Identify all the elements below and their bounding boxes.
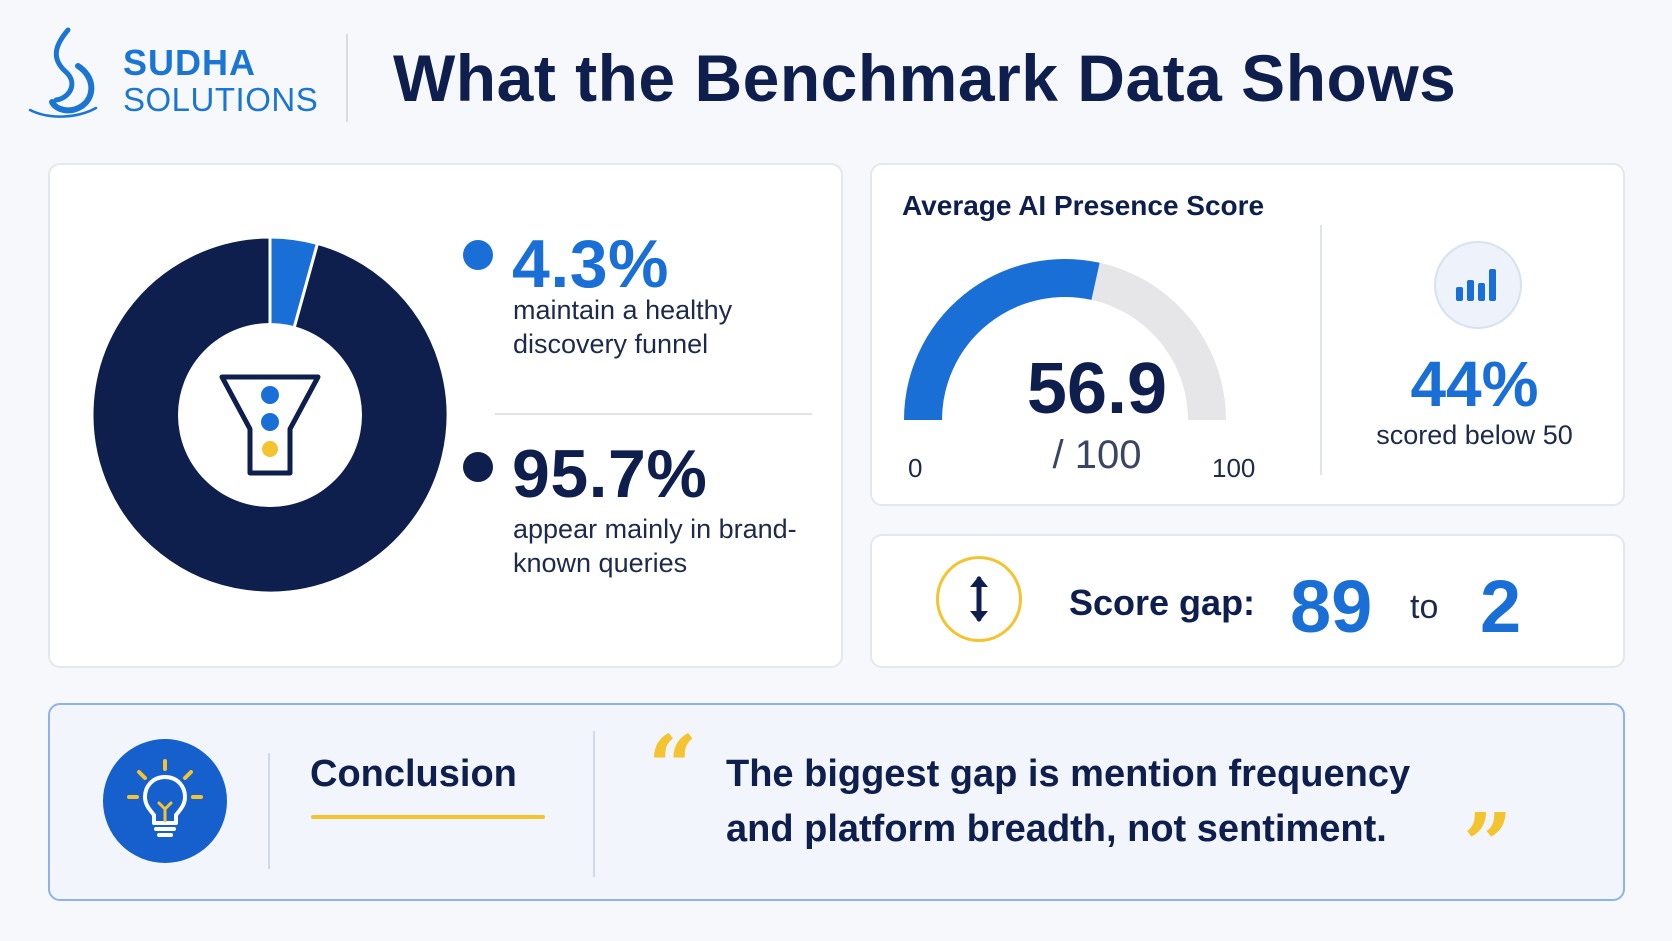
brand-name-line2: SOLUTIONS (123, 81, 319, 118)
brand-name-line1: SUDHA (123, 42, 257, 83)
below-50-desc: scored below 50 (1376, 420, 1573, 450)
page-title: What the Benchmark Data Shows (393, 41, 1457, 115)
stat-healthy-value: 4.3% (512, 226, 669, 302)
conclusion-divider-left (268, 753, 270, 869)
legend-dot-healthy (463, 240, 493, 270)
score-gap-low: 2 (1480, 565, 1522, 648)
header-divider (346, 34, 348, 122)
lightbulb-icon (103, 739, 227, 863)
score-gap-card: Score gap: 89 to 2 (870, 534, 1625, 668)
open-quote-mark: “ (648, 717, 698, 818)
presence-score-value: 56.9 (1026, 349, 1168, 429)
score-card-divider (1320, 225, 1322, 475)
score-gap-to: to (1410, 588, 1439, 626)
stat-healthy-desc: maintain a healthy discovery funnel (513, 295, 733, 359)
conclusion-underline (311, 815, 545, 819)
below-50-value: 44% (1410, 348, 1539, 420)
funnel-icon (219, 374, 321, 476)
bar-chart-icon (1434, 241, 1522, 329)
gauge-scale-max: 100 (1212, 453, 1256, 483)
close-quote-mark: ” (1463, 795, 1513, 896)
brand-logo: SUDHA SOLUTIONS (26, 26, 319, 122)
gauge-scale-min: 0 (908, 453, 923, 483)
stat-divider (495, 413, 812, 415)
water-drop-logo-icon (28, 27, 98, 118)
funnel-card: 4.3% maintain a healthy discovery funnel… (48, 163, 843, 668)
vertical-arrows-icon (936, 556, 1022, 642)
presence-score-title: Average AI Presence Score (902, 190, 1265, 221)
funnel-donut-chart (90, 235, 450, 595)
conclusion-label: Conclusion (310, 753, 517, 795)
legend-dot-brand (463, 452, 493, 482)
gauge-fill (904, 259, 1100, 421)
stat-brand-desc: appear mainly in brand-known queries (513, 514, 797, 578)
conclusion-card: Conclusion “ The biggest gap is mention … (48, 703, 1625, 901)
presence-gauge (904, 259, 1226, 421)
conclusion-divider-right (593, 731, 595, 877)
stat-brand-value: 95.7% (512, 436, 708, 512)
score-gap-high: 89 (1290, 565, 1373, 648)
conclusion-quote: The biggest gap is mention frequency and… (726, 753, 1411, 850)
presence-score-card: Average AI Presence Score 56.9 / 100 0 1… (870, 163, 1625, 506)
presence-score-max: / 100 (1052, 433, 1142, 477)
score-gap-label: Score gap: (1069, 582, 1256, 623)
